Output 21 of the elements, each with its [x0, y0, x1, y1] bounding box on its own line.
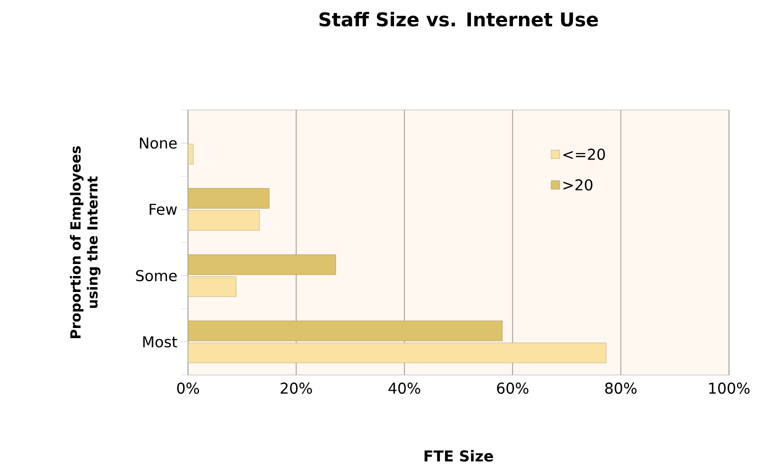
y-axis-title: Proportion of Employees using the Internt [70, 146, 100, 338]
bar [188, 210, 260, 231]
legend-label: >20 [563, 179, 592, 191]
x-tick-label: 80% [605, 382, 637, 394]
x-tick-label: 0% [177, 382, 200, 394]
x-tick-label: 60% [497, 382, 528, 394]
x-tick-label: 100% [709, 382, 750, 394]
x-tick-label: 20% [280, 382, 312, 394]
bar [188, 254, 336, 275]
bar [188, 188, 270, 209]
x-axis-title: FTE Size [424, 450, 494, 462]
legend-label: <=20 [563, 148, 605, 160]
bar [188, 320, 503, 342]
bar [188, 342, 606, 364]
y-tick-label: Some [136, 270, 177, 282]
y-tick-label: None [140, 138, 177, 149]
y-tick-label: Most [143, 336, 178, 348]
bar [188, 276, 236, 297]
chart-title: Staff Size vs. Internet Use [320, 12, 598, 27]
x-tick-label: 40% [388, 382, 420, 394]
y-tick-label: Few [150, 204, 177, 215]
